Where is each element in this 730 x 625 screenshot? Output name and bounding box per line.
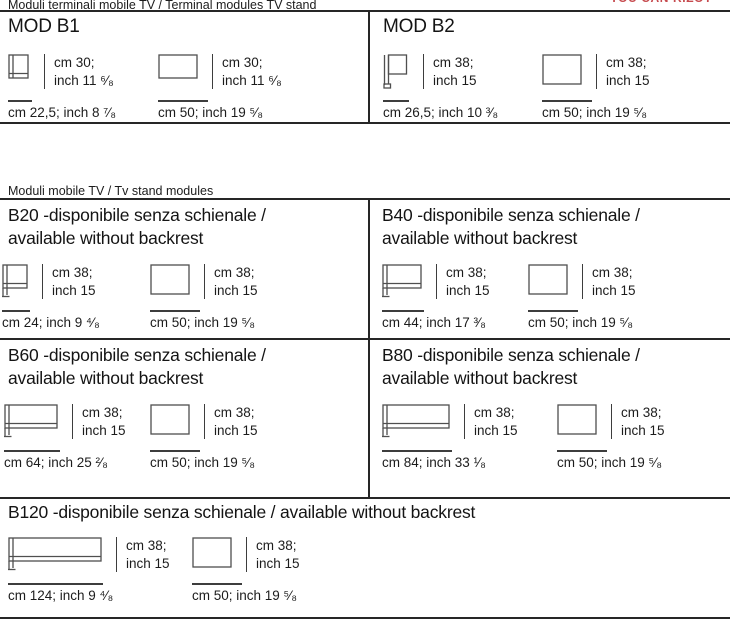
top-view-icon — [542, 54, 582, 91]
height-dimension: cm 38; inch 15 — [72, 404, 126, 439]
width-dimension: cm 50; inch 19 ⁵⁄₈ — [557, 454, 662, 470]
side-profile-icon — [8, 54, 30, 87]
cell-b80: B80 -disponibile senza schienale / availa… — [368, 338, 730, 497]
top-view-icon — [528, 264, 568, 301]
module-title: B20 -disponibile senza schienale / availa… — [8, 205, 266, 248]
cell-b60: B60 -disponibile senza schienale / availa… — [0, 338, 368, 497]
spec-side: cm 38; inch 15 cm 64; inch 25 ²⁄₈ — [4, 404, 126, 470]
width-dimension-line — [150, 450, 200, 452]
side-profile-icon — [2, 264, 28, 305]
table-border — [0, 122, 730, 124]
height-dimension: cm 38; inch 15 — [116, 537, 170, 572]
module-title: B60 -disponibile senza schienale / availa… — [8, 345, 266, 388]
top-view-icon — [150, 404, 190, 441]
width-dimension: cm 44; inch 17 ³⁄₈ — [382, 314, 486, 330]
spec-side: cm 38; inch 15 cm 26,5; inch 10 ³⁄₈ — [383, 54, 498, 120]
width-dimension-line — [158, 100, 208, 102]
module-title: B120 -disponibile senza schienale / avai… — [8, 502, 476, 522]
width-dimension: cm 50; inch 19 ⁵⁄₈ — [150, 314, 255, 330]
width-dimension: cm 24; inch 9 ⁴⁄₈ — [2, 314, 100, 330]
section-title-tv-stand-modules: Moduli mobile TV / Tv stand modules — [8, 184, 214, 198]
width-dimension-line — [383, 100, 409, 102]
height-dimension: cm 38; inch 15 — [204, 404, 258, 439]
height-dimension: cm 38; inch 15 — [204, 264, 258, 299]
module-title: B80 -disponibile senza schienale / availa… — [382, 345, 640, 388]
cell-mod-b2: MOD B2 cm 38; inch 15 cm 26,5; inch 10 ³⁄… — [368, 10, 730, 122]
spec-side: cm 38; inch 15 cm 44; inch 17 ³⁄₈ — [382, 264, 490, 330]
top-view-icon — [158, 54, 198, 85]
width-dimension-line — [528, 310, 578, 312]
height-dimension: cm 38; inch 15 — [246, 537, 300, 572]
table-border — [0, 617, 730, 619]
height-dimension: cm 30; inch 11 ⁶⁄₈ — [44, 54, 114, 89]
height-dimension: cm 38; inch 15 — [436, 264, 490, 299]
table-border — [0, 198, 730, 200]
width-dimension-line — [192, 583, 242, 585]
spec-top-view: cm 30; inch 11 ⁶⁄₈ cm 50; inch 19 ⁵⁄₈ — [158, 54, 282, 120]
width-dimension-line — [542, 100, 592, 102]
width-dimension: cm 50; inch 19 ⁵⁄₈ — [158, 104, 263, 120]
table-divider — [368, 10, 370, 123]
width-dimension: cm 50; inch 19 ⁵⁄₈ — [528, 314, 633, 330]
spec-top-view: cm 38; inch 15 cm 50; inch 19 ⁵⁄₈ — [557, 404, 665, 470]
height-dimension: cm 38; inch 15 — [464, 404, 518, 439]
side-profile-icon — [8, 537, 102, 578]
spec-top-view: cm 38; inch 15 cm 50; inch 19 ⁵⁄₈ — [528, 264, 636, 330]
width-dimension-line — [150, 310, 200, 312]
promo-note: TOU CAN RIZOT — [610, 0, 712, 5]
spec-side: cm 38; inch 15 cm 24; inch 9 ⁴⁄₈ — [2, 264, 100, 330]
width-dimension: cm 124; inch 9 ⁴⁄₈ — [8, 587, 114, 603]
width-dimension-line — [8, 583, 103, 585]
height-dimension: cm 38; inch 15 — [582, 264, 636, 299]
spec-top-view: cm 38; inch 15 cm 50; inch 19 ⁵⁄₈ — [542, 54, 650, 120]
module-title: MOD B1 — [8, 16, 80, 37]
spec-top-view: cm 38; inch 15 cm 50; inch 19 ⁵⁄₈ — [150, 404, 258, 470]
module-title: MOD B2 — [383, 16, 455, 37]
width-dimension: cm 50; inch 19 ⁵⁄₈ — [150, 454, 255, 470]
width-dimension: cm 22,5; inch 8 ⁷⁄₈ — [8, 104, 117, 120]
spec-top-view: cm 38; inch 15 cm 50; inch 19 ⁵⁄₈ — [192, 537, 300, 603]
cell-b120: B120 -disponibile senza schienale / avai… — [0, 497, 730, 617]
spec-side: cm 30; inch 11 ⁶⁄₈ cm 22,5; inch 8 ⁷⁄₈ — [8, 54, 116, 120]
side-profile-icon — [4, 404, 58, 445]
top-view-icon — [192, 537, 232, 574]
table-border — [0, 10, 730, 12]
height-dimension: cm 38; inch 15 — [596, 54, 650, 89]
top-view-icon — [557, 404, 597, 441]
table-border — [0, 338, 730, 340]
cell-b20: B20 -disponibile senza schienale / availa… — [0, 198, 368, 338]
width-dimension: cm 50; inch 19 ⁵⁄₈ — [192, 587, 297, 603]
height-dimension: cm 38; inch 15 — [42, 264, 96, 299]
cell-mod-b1: MOD B1 cm 30; inch 11 ⁶⁄₈ cm 22,5; inch 8… — [0, 10, 368, 122]
spec-side: cm 38; inch 15 cm 84; inch 33 ¹⁄₈ — [382, 404, 518, 470]
width-dimension: cm 64; inch 25 ²⁄₈ — [4, 454, 108, 470]
spec-top-view: cm 38; inch 15 cm 50; inch 19 ⁵⁄₈ — [150, 264, 258, 330]
module-title: B40 -disponibile senza schienale / availa… — [382, 205, 640, 248]
table-divider — [368, 198, 370, 497]
width-dimension-line — [2, 310, 30, 312]
table-border — [0, 497, 730, 499]
height-dimension: cm 38; inch 15 — [611, 404, 665, 439]
spec-side: cm 38; inch 15 cm 124; inch 9 ⁴⁄₈ — [8, 537, 170, 603]
width-dimension-line — [4, 450, 60, 452]
side-profile-icon — [383, 54, 409, 95]
width-dimension: cm 84; inch 33 ¹⁄₈ — [382, 454, 486, 470]
side-profile-icon — [382, 264, 422, 305]
width-dimension: cm 50; inch 19 ⁵⁄₈ — [542, 104, 647, 120]
cell-b40: B40 -disponibile senza schienale / availa… — [368, 198, 730, 338]
side-profile-icon — [382, 404, 450, 445]
width-dimension-line — [8, 100, 32, 102]
width-dimension-line — [382, 450, 452, 452]
width-dimension-line — [382, 310, 424, 312]
width-dimension: cm 26,5; inch 10 ³⁄₈ — [383, 104, 499, 120]
section-title-terminal-modules: Moduli terminali mobile TV / Terminal mo… — [8, 0, 317, 12]
height-dimension: cm 30; inch 11 ⁶⁄₈ — [212, 54, 282, 89]
top-view-icon — [150, 264, 190, 301]
width-dimension-line — [557, 450, 607, 452]
height-dimension: cm 38; inch 15 — [423, 54, 477, 89]
